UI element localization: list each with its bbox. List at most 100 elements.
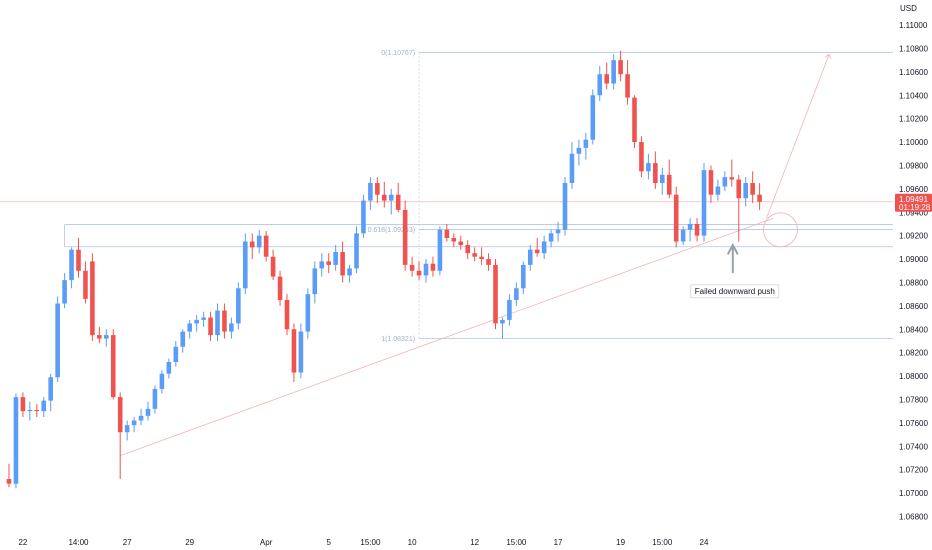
candle-body-up bbox=[48, 377, 53, 401]
candle-body-up bbox=[361, 200, 366, 234]
candle-body-down bbox=[486, 259, 491, 265]
fib-retracement[interactable]: 0(1.10767) 0.618(1.09253) 1(1.08321) bbox=[368, 50, 893, 343]
plot-background bbox=[0, 0, 893, 550]
candle-body-up bbox=[347, 268, 352, 276]
candle-body-down bbox=[604, 74, 609, 84]
candle-body-down bbox=[340, 252, 345, 276]
candle-body-down bbox=[618, 60, 623, 75]
candle-body-up bbox=[562, 183, 568, 230]
trendline-group[interactable] bbox=[120, 53, 831, 456]
candle-body-down bbox=[270, 256, 276, 277]
price-tick-label: 1.09200 bbox=[899, 232, 928, 241]
rising-trendline[interactable] bbox=[120, 217, 774, 456]
price-tick-label: 1.10200 bbox=[899, 115, 928, 124]
candle-body-down bbox=[402, 209, 408, 265]
candle-body-up bbox=[548, 233, 554, 242]
candle-body-up bbox=[701, 170, 707, 236]
candle-body-down bbox=[729, 177, 735, 180]
price-tick-label: 1.09000 bbox=[899, 255, 928, 264]
price-tick-label: 1.08600 bbox=[899, 302, 928, 311]
time-tick-label: 22 bbox=[18, 538, 27, 547]
fib-level-label: 0(1.10767) bbox=[381, 50, 415, 57]
fib-level-label: 0.618(1.09253) bbox=[368, 227, 415, 234]
candle-body-up bbox=[173, 346, 179, 363]
candle-body-up bbox=[590, 95, 596, 140]
candle-body-up bbox=[13, 397, 19, 484]
time-axis[interactable]: 22 14:00 27 29 Apr 5 15:00 10 12 15:00 17 19 15:00 24 bbox=[18, 538, 709, 547]
candle-body-down bbox=[458, 241, 464, 246]
time-tick-label: 15:00 bbox=[506, 538, 527, 547]
candle-body-up bbox=[166, 362, 172, 374]
price-tick-label: 1.10800 bbox=[899, 44, 928, 53]
candle-body-up bbox=[500, 319, 505, 324]
candle-body-down bbox=[430, 263, 436, 271]
candle-body-up bbox=[229, 323, 234, 332]
candle-body-up bbox=[660, 174, 665, 184]
candle-body-down bbox=[395, 194, 401, 210]
candle-body-down bbox=[708, 170, 714, 195]
candle-body-down bbox=[284, 300, 290, 330]
candle-body-up bbox=[333, 252, 338, 265]
candle-body-up bbox=[354, 233, 359, 269]
price-tick-label: 1.06800 bbox=[899, 512, 928, 521]
time-tick-label: 12 bbox=[470, 538, 479, 547]
candle-body-up bbox=[145, 408, 151, 416]
last-price-value: 1.09491 bbox=[899, 195, 928, 204]
annotation-group[interactable]: Failed downward push bbox=[690, 242, 780, 299]
candle-body-up bbox=[576, 147, 582, 154]
price-tick-label: 1.07600 bbox=[899, 419, 928, 428]
candle-body-up bbox=[298, 331, 304, 373]
candle-body-up bbox=[437, 229, 443, 271]
candle-body-up bbox=[368, 183, 373, 201]
projection-arrow-line[interactable] bbox=[766, 54, 830, 219]
currency-label: USD bbox=[900, 4, 917, 13]
candle-body-up bbox=[69, 249, 74, 281]
time-tick-label: 29 bbox=[185, 538, 194, 547]
candle-body-up bbox=[215, 310, 220, 336]
candles bbox=[6, 50, 762, 489]
candle-body-down bbox=[666, 174, 672, 195]
annotation-box[interactable] bbox=[690, 284, 780, 299]
annotation-text: Failed downward push bbox=[695, 287, 775, 296]
candle-body-up bbox=[312, 268, 318, 295]
price-tick-label: 1.09800 bbox=[899, 161, 928, 170]
candle-body-down bbox=[416, 270, 422, 276]
candle-body-up bbox=[187, 323, 192, 332]
candle-body-up bbox=[507, 300, 512, 320]
price-tick-label: 1.08000 bbox=[899, 372, 928, 381]
price-axis[interactable]: 1.11000 1.10800 1.10600 1.10400 1.10200 1.100… bbox=[895, 21, 932, 521]
price-tick-label: 1.07400 bbox=[899, 442, 928, 451]
candle-body-down bbox=[375, 183, 380, 195]
time-tick-label: 10 bbox=[408, 538, 417, 547]
candle-body-down bbox=[409, 264, 415, 271]
candle-body-down bbox=[117, 397, 123, 433]
candle-body-down bbox=[632, 97, 637, 143]
candle-body-up bbox=[583, 139, 589, 148]
price-tick-label: 1.09600 bbox=[899, 185, 928, 194]
candle-body-down bbox=[534, 249, 540, 254]
candle-body-up bbox=[555, 229, 561, 234]
candle-body-down bbox=[750, 183, 755, 195]
price-tick-label: 1.07800 bbox=[899, 395, 928, 404]
price-tick-label: 1.08200 bbox=[899, 349, 928, 358]
price-axis-background bbox=[893, 0, 932, 550]
candle-body-up bbox=[715, 186, 721, 195]
candle-body-up bbox=[514, 288, 519, 301]
target-circle[interactable] bbox=[763, 212, 798, 248]
candle-body-up bbox=[124, 425, 130, 433]
price-tick-label: 1.07200 bbox=[899, 466, 928, 475]
candle-body-up bbox=[27, 409, 33, 412]
candle-body-up bbox=[131, 420, 137, 426]
candle-body-down bbox=[291, 329, 297, 373]
fib-level-label: 1(1.08321) bbox=[381, 336, 415, 343]
candle-body-up bbox=[541, 241, 547, 254]
time-tick-label: Apr bbox=[260, 538, 273, 547]
candle-body-down bbox=[444, 229, 450, 238]
candle-body-up bbox=[597, 74, 603, 96]
candle-body-down bbox=[757, 194, 762, 202]
candle-body-down bbox=[639, 142, 644, 172]
candle-body-up bbox=[743, 183, 748, 199]
candle-body-down bbox=[451, 237, 457, 242]
time-tick-label: 15:00 bbox=[652, 538, 673, 547]
candle-body-down bbox=[479, 256, 484, 260]
